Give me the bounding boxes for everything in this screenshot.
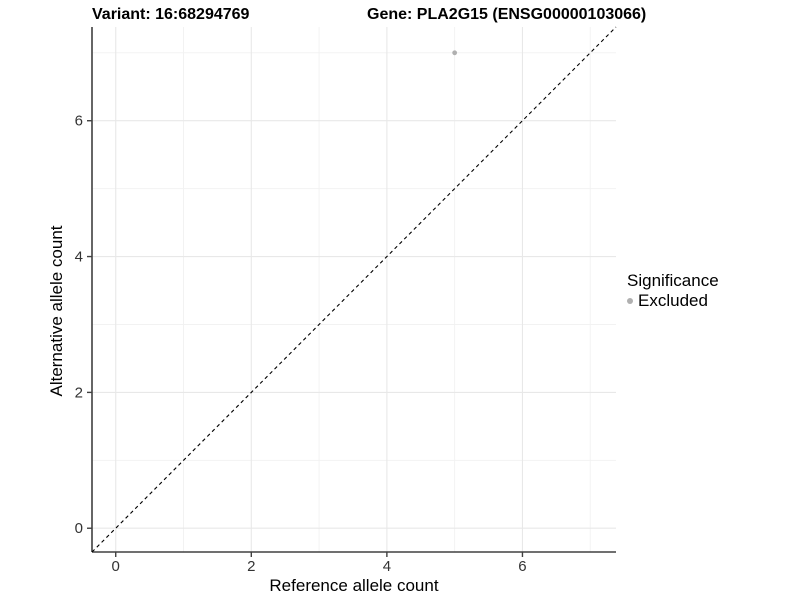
y-axis-title: Alternative allele count: [47, 225, 66, 397]
y-tick-label: 0: [75, 520, 83, 537]
x-tick-label: 4: [383, 558, 391, 575]
x-tick-label: 2: [247, 558, 255, 575]
y-tick-label: 6: [75, 113, 83, 130]
y-tick-label: 2: [75, 384, 83, 401]
plot-title-gene: Gene: PLA2G15 (ENSG00000103066): [367, 6, 647, 23]
legend-entry-excluded: Excluded: [627, 291, 719, 311]
legend-entry-label: Excluded: [638, 291, 708, 310]
x-axis-title: Reference allele count: [269, 576, 439, 595]
identity-line: [91, 26, 617, 553]
plot-title-variant: Variant: 16:68294769: [92, 6, 250, 23]
x-tick-label: 6: [518, 558, 526, 575]
legend-title: Significance: [627, 271, 719, 290]
x-tick-label: 0: [112, 558, 120, 575]
legend: Significance Excluded: [627, 271, 719, 311]
y-tick-label: 4: [75, 249, 83, 266]
data-point: [452, 50, 458, 56]
legend-point-icon: [627, 298, 633, 304]
